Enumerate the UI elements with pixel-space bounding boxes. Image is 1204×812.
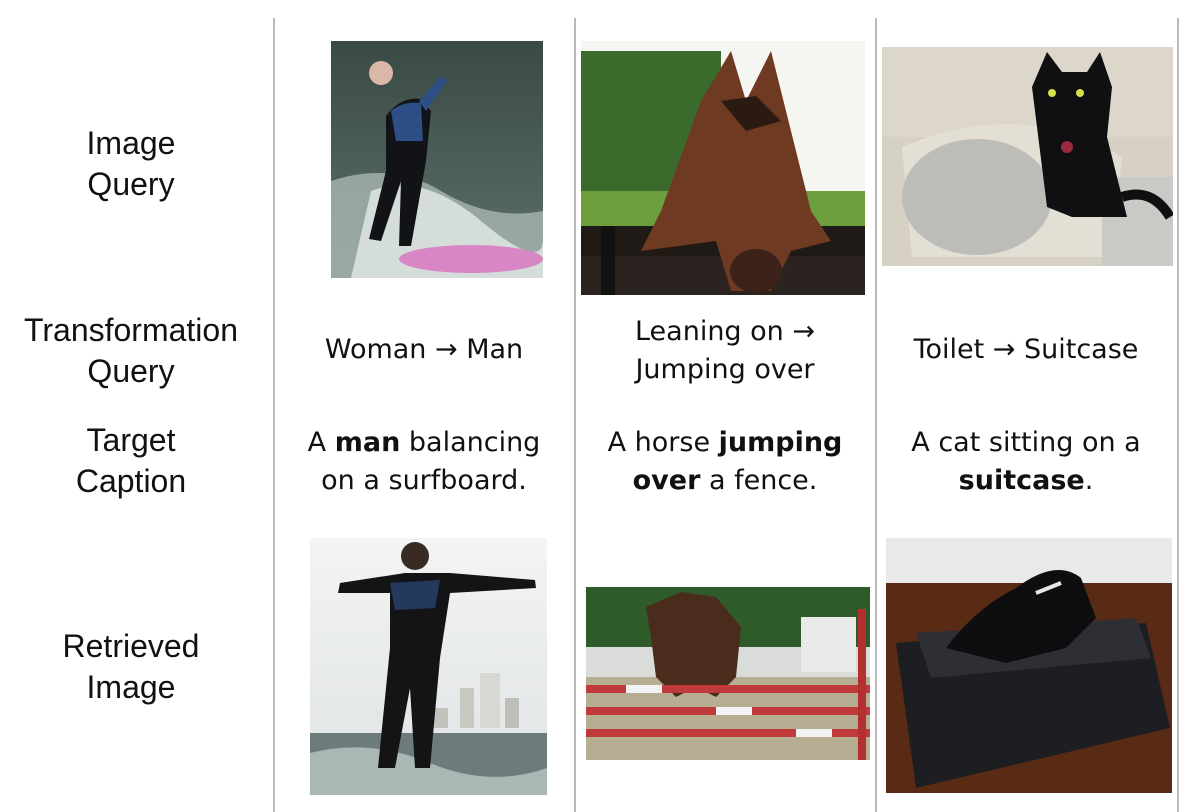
caption-emphasis: over xyxy=(632,465,701,496)
row-label-transformation-query: Transformation Query xyxy=(24,312,238,389)
caption-emphasis: man xyxy=(334,427,401,458)
transformation-query-1: Woman → Man xyxy=(274,331,574,369)
column-divider-2 xyxy=(574,18,576,812)
caption-text: balancing xyxy=(400,427,541,458)
caption-text: A horse xyxy=(607,427,719,458)
caption-emphasis: suitcase xyxy=(958,465,1085,496)
caption-text: . xyxy=(1084,465,1094,496)
caption-text: on a surfboard. xyxy=(321,465,527,496)
retrieved-image-horse-jumping xyxy=(586,587,870,760)
transformation-line-2: Jumping over xyxy=(635,354,815,385)
column-divider-3 xyxy=(875,18,877,812)
transformation-line-1: Woman → Man xyxy=(324,334,524,365)
caption-text: A cat sitting on a xyxy=(911,427,1141,458)
transformation-query-2: Leaning on → Jumping over xyxy=(575,313,875,389)
caption-emphasis: jumping xyxy=(718,427,843,458)
transformation-line-1: Leaning on → xyxy=(634,316,815,347)
row-label-retrieved-image: Retrieved Image xyxy=(62,628,200,705)
target-caption-2: A horse jumping over a fence. xyxy=(575,424,875,500)
query-image-surfer xyxy=(331,41,543,278)
retrieved-image-cat-suitcase xyxy=(886,538,1172,793)
row-label-image-query: Image Query xyxy=(86,125,176,202)
caption-text: a fence. xyxy=(700,465,818,496)
caption-text: A xyxy=(307,427,335,458)
column-divider-4 xyxy=(1177,18,1179,812)
target-caption-3: A cat sitting on a suitcase. xyxy=(876,424,1176,500)
target-caption-1: A man balancing on a surfboard. xyxy=(274,424,574,500)
transformation-query-3: Toilet → Suitcase xyxy=(876,331,1176,369)
query-image-cat-toilet xyxy=(882,47,1173,266)
query-image-horse xyxy=(581,41,865,295)
column-divider-1 xyxy=(273,18,275,812)
row-label-target-caption: Target Caption xyxy=(75,422,187,499)
transformation-line-1: Toilet → Suitcase xyxy=(913,334,1139,365)
retrieved-image-man-surfing xyxy=(310,538,547,795)
